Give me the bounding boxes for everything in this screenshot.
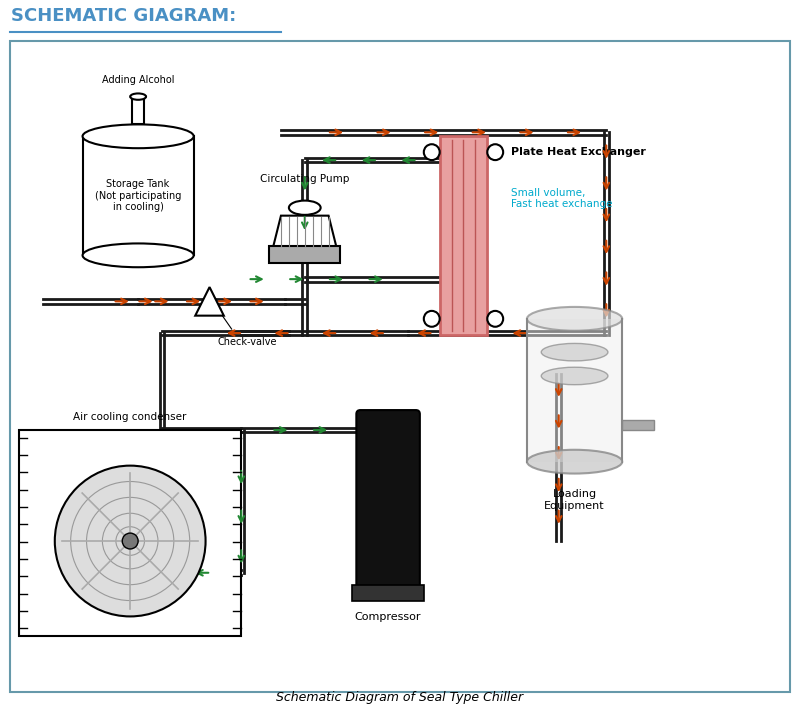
- Circle shape: [122, 533, 138, 549]
- Text: Loading
Equipment: Loading Equipment: [544, 490, 605, 511]
- Text: Schematic Diagram of Seal Type Chiller: Schematic Diagram of Seal Type Chiller: [277, 690, 523, 703]
- Polygon shape: [273, 216, 337, 247]
- Polygon shape: [195, 287, 224, 315]
- Bar: [132, 97, 145, 124]
- FancyBboxPatch shape: [356, 410, 420, 593]
- Text: SCHEMATIC GIAGRAM:: SCHEMATIC GIAGRAM:: [11, 7, 236, 25]
- Bar: [527, 319, 622, 462]
- Ellipse shape: [542, 367, 608, 385]
- Ellipse shape: [527, 307, 622, 331]
- Bar: [269, 246, 341, 263]
- Text: Storage Tank
(Not participating
in cooling): Storage Tank (Not participating in cooli…: [95, 179, 182, 212]
- Text: Circulating Pump: Circulating Pump: [260, 174, 350, 184]
- Bar: [440, 136, 487, 335]
- Ellipse shape: [130, 93, 146, 100]
- Circle shape: [424, 311, 440, 327]
- Ellipse shape: [82, 244, 194, 267]
- Bar: [19, 430, 242, 636]
- Bar: [82, 136, 194, 255]
- Circle shape: [487, 144, 503, 160]
- Ellipse shape: [527, 450, 622, 473]
- Ellipse shape: [82, 124, 194, 148]
- Ellipse shape: [542, 343, 608, 361]
- Text: Air cooling condenser: Air cooling condenser: [74, 412, 187, 422]
- Bar: [622, 420, 654, 430]
- Bar: [352, 584, 424, 601]
- Text: Small volume,
Fast heat exchange: Small volume, Fast heat exchange: [511, 188, 613, 209]
- Text: Adding Alcohol: Adding Alcohol: [102, 75, 174, 85]
- Text: Check-valve: Check-valve: [218, 337, 277, 347]
- Text: Plate Heat Exchanger: Plate Heat Exchanger: [511, 147, 646, 157]
- Ellipse shape: [289, 201, 321, 215]
- Circle shape: [54, 465, 206, 617]
- Circle shape: [424, 144, 440, 160]
- Text: Compressor: Compressor: [355, 612, 422, 622]
- Circle shape: [487, 311, 503, 327]
